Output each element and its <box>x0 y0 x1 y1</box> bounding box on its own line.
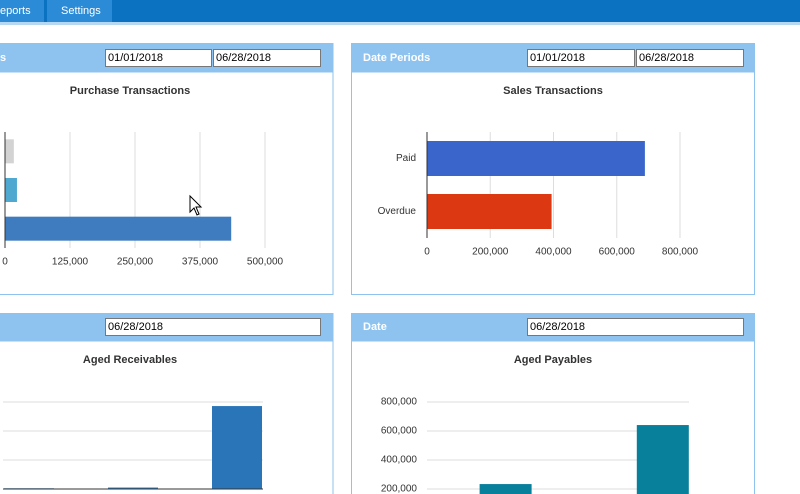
bar <box>5 139 14 164</box>
bar <box>212 406 262 489</box>
x-tick-label: 600,000 <box>599 247 636 258</box>
y-tick-label: 800,000 <box>381 397 418 408</box>
nav-underline <box>0 22 800 25</box>
bar <box>5 216 232 241</box>
date-input[interactable] <box>105 318 321 336</box>
panel-title: Date <box>363 321 387 333</box>
date-value[interactable]: 06/28/2018 <box>216 52 271 64</box>
date-value[interactable]: 01/01/2018 <box>108 52 163 64</box>
chart-title: Purchase Transactions <box>70 85 190 97</box>
bar <box>5 178 17 202</box>
date-input[interactable] <box>527 318 744 336</box>
date-input[interactable] <box>213 49 321 67</box>
date-value[interactable]: 06/28/2018 <box>639 52 694 64</box>
date-value[interactable]: 01/01/2018 <box>530 52 585 64</box>
x-tick-label: 200,000 <box>472 247 509 258</box>
date-value[interactable]: 06/28/2018 <box>108 321 163 333</box>
x-tick-label: 800,000 <box>662 247 699 258</box>
nav-bar <box>0 0 800 22</box>
y-tick-label: Paid <box>396 153 416 164</box>
date-input[interactable] <box>105 49 212 67</box>
chart-title: Sales Transactions <box>503 85 603 97</box>
tab[interactable] <box>0 0 44 22</box>
date-input[interactable] <box>527 49 635 67</box>
panel-title: Date Periods <box>363 52 430 64</box>
y-tick-label: 200,000 <box>381 484 418 494</box>
tab-label[interactable]: eports <box>0 5 31 17</box>
bar <box>479 484 532 494</box>
chart-title: Aged Payables <box>514 354 592 366</box>
x-tick-label: 125,000 <box>52 257 89 268</box>
x-tick-label: 0 <box>424 247 430 258</box>
y-tick-label: 400,000 <box>381 455 418 466</box>
bar <box>636 425 689 494</box>
x-tick-label: 0 <box>2 257 8 268</box>
x-tick-label: 400,000 <box>535 247 572 258</box>
x-tick-label: 375,000 <box>182 257 219 268</box>
charts: Purchase Transactions 0 125,000 250,000 375,… <box>2 85 699 494</box>
bar <box>108 487 158 489</box>
mouse-cursor <box>189 194 203 216</box>
y-tick-label: Overdue <box>378 206 417 217</box>
x-tick-label: 250,000 <box>117 257 154 268</box>
y-tick-label: 600,000 <box>381 426 418 437</box>
panel-title: s <box>0 52 6 64</box>
bar <box>427 141 645 176</box>
tab[interactable] <box>47 0 112 22</box>
panel <box>0 43 334 295</box>
panel <box>0 313 334 494</box>
date-value[interactable]: 06/28/2018 <box>530 321 585 333</box>
x-tick-label: 500,000 <box>247 257 284 268</box>
bar <box>427 194 552 229</box>
tab-label[interactable]: Settings <box>61 5 101 17</box>
chart-title: Aged Receivables <box>83 354 177 366</box>
date-input[interactable] <box>636 49 744 67</box>
